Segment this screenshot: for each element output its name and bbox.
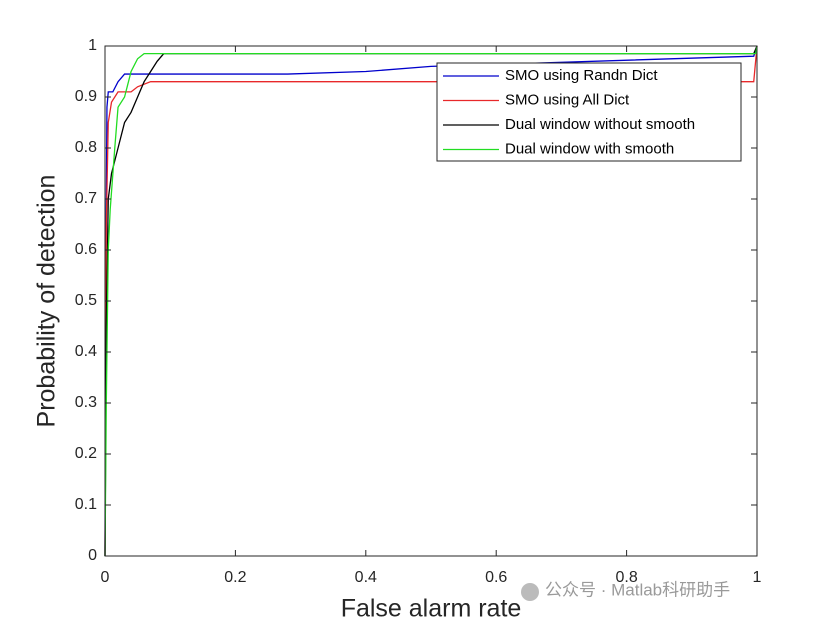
y-axis-label: Probability of detection <box>33 175 61 428</box>
legend: SMO using Randn Dict SMO using All Dict Du… <box>436 62 742 162</box>
y-tick-label: 0.1 <box>75 496 97 513</box>
y-tick-label: 0.5 <box>75 292 97 309</box>
legend-label: Dual window with smooth <box>505 140 674 157</box>
series-line <box>104 45 758 557</box>
x-tick-label: 0.8 <box>615 569 637 586</box>
y-tick-label: 0.6 <box>75 241 97 258</box>
legend-box <box>436 62 742 162</box>
y-tick-label: 0.2 <box>75 445 97 462</box>
y-tick-label: 1 <box>88 37 97 54</box>
legend-label: Dual window without smooth <box>505 116 695 133</box>
y-tick-label: 0.7 <box>75 190 97 207</box>
y-tick-label: 0.8 <box>75 139 97 156</box>
x-axis-label: False alarm rate <box>341 595 522 623</box>
y-tick-label: 0.4 <box>75 343 97 360</box>
x-tick-label: 0.2 <box>224 569 246 586</box>
watermark-group: 公众号 · Matlab科研助手 <box>521 580 730 601</box>
watermark: 公众号 · Matlab科研助手 <box>545 580 730 599</box>
x-tick-label: 0.6 <box>485 569 507 586</box>
y-tick-label: 0 <box>88 547 97 564</box>
x-tick-label: 1 <box>753 569 762 586</box>
y-tick-label: 0.9 <box>75 88 97 105</box>
legend-label: SMO using Randn Dict <box>505 67 658 84</box>
watermark-icon <box>521 583 539 601</box>
x-tick-label: 0.4 <box>355 569 377 586</box>
legend-label: SMO using All Dict <box>505 91 630 108</box>
x-tick-label: 0 <box>101 569 110 586</box>
series-line <box>104 45 758 557</box>
y-tick-label: 0.3 <box>75 394 97 411</box>
